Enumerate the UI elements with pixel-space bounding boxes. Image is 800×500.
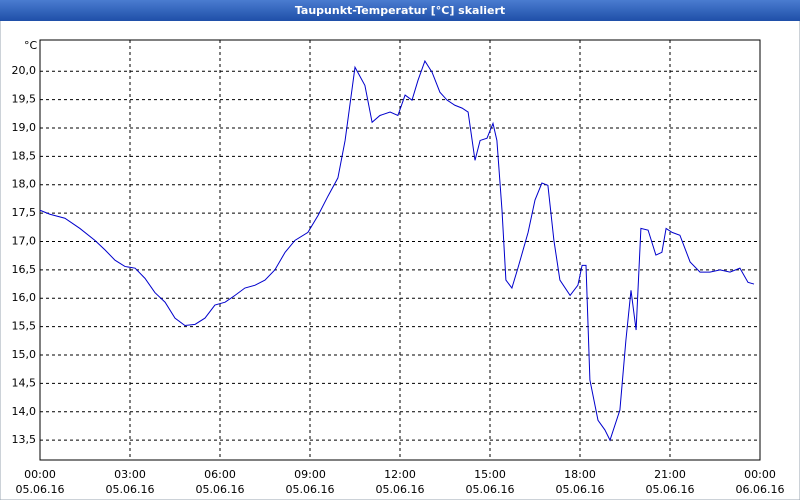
y-tick-label: 19,0 <box>12 121 37 134</box>
y-tick-label: 18,0 <box>12 178 37 191</box>
x-tick-date: 05.06.16 <box>196 483 245 496</box>
y-tick-label: 15,5 <box>12 320 37 333</box>
data-line <box>39 59 755 442</box>
x-tick-date: 05.06.16 <box>556 483 605 496</box>
y-tick-label: 13,5 <box>12 433 37 446</box>
x-tick-label: 18:00 <box>564 468 596 481</box>
x-tick-date: 05.06.16 <box>646 483 695 496</box>
y-tick-label: 17,0 <box>12 234 37 247</box>
x-tick-date: 06.06.16 <box>736 483 785 496</box>
x-tick-label: 03:00 <box>114 468 146 481</box>
x-tick-label: 09:00 <box>294 468 326 481</box>
y-tick-label: 15,0 <box>12 348 37 361</box>
x-tick-date: 05.06.16 <box>286 483 335 496</box>
x-tick-label: 06:00 <box>204 468 236 481</box>
title-bar <box>0 0 800 21</box>
y-tick-label: 16,0 <box>12 291 37 304</box>
x-tick-label: 15:00 <box>474 468 506 481</box>
x-tick-date: 05.06.16 <box>16 483 65 496</box>
y-tick-label: 16,5 <box>12 263 37 276</box>
y-tick-label: 20,0 <box>12 64 37 77</box>
x-tick-date: 05.06.16 <box>106 483 155 496</box>
y-tick-label: 17,5 <box>12 206 37 219</box>
chart-title: Taupunkt-Temperatur [°C] skaliert <box>295 4 505 17</box>
x-tick-date: 05.06.16 <box>376 483 425 496</box>
x-tick-label: 21:00 <box>654 468 686 481</box>
y-tick-label: 14,5 <box>12 376 37 389</box>
y-tick-label: 19,5 <box>12 93 37 106</box>
y-tick-label: 18,5 <box>12 149 37 162</box>
x-tick-label: 12:00 <box>384 468 416 481</box>
x-tick-label: 00:00 <box>744 468 776 481</box>
y-unit: °C <box>24 39 38 52</box>
x-tick-date: 05.06.16 <box>466 483 515 496</box>
x-tick-label: 00:00 <box>24 468 56 481</box>
y-tick-label: 14,0 <box>12 405 37 418</box>
